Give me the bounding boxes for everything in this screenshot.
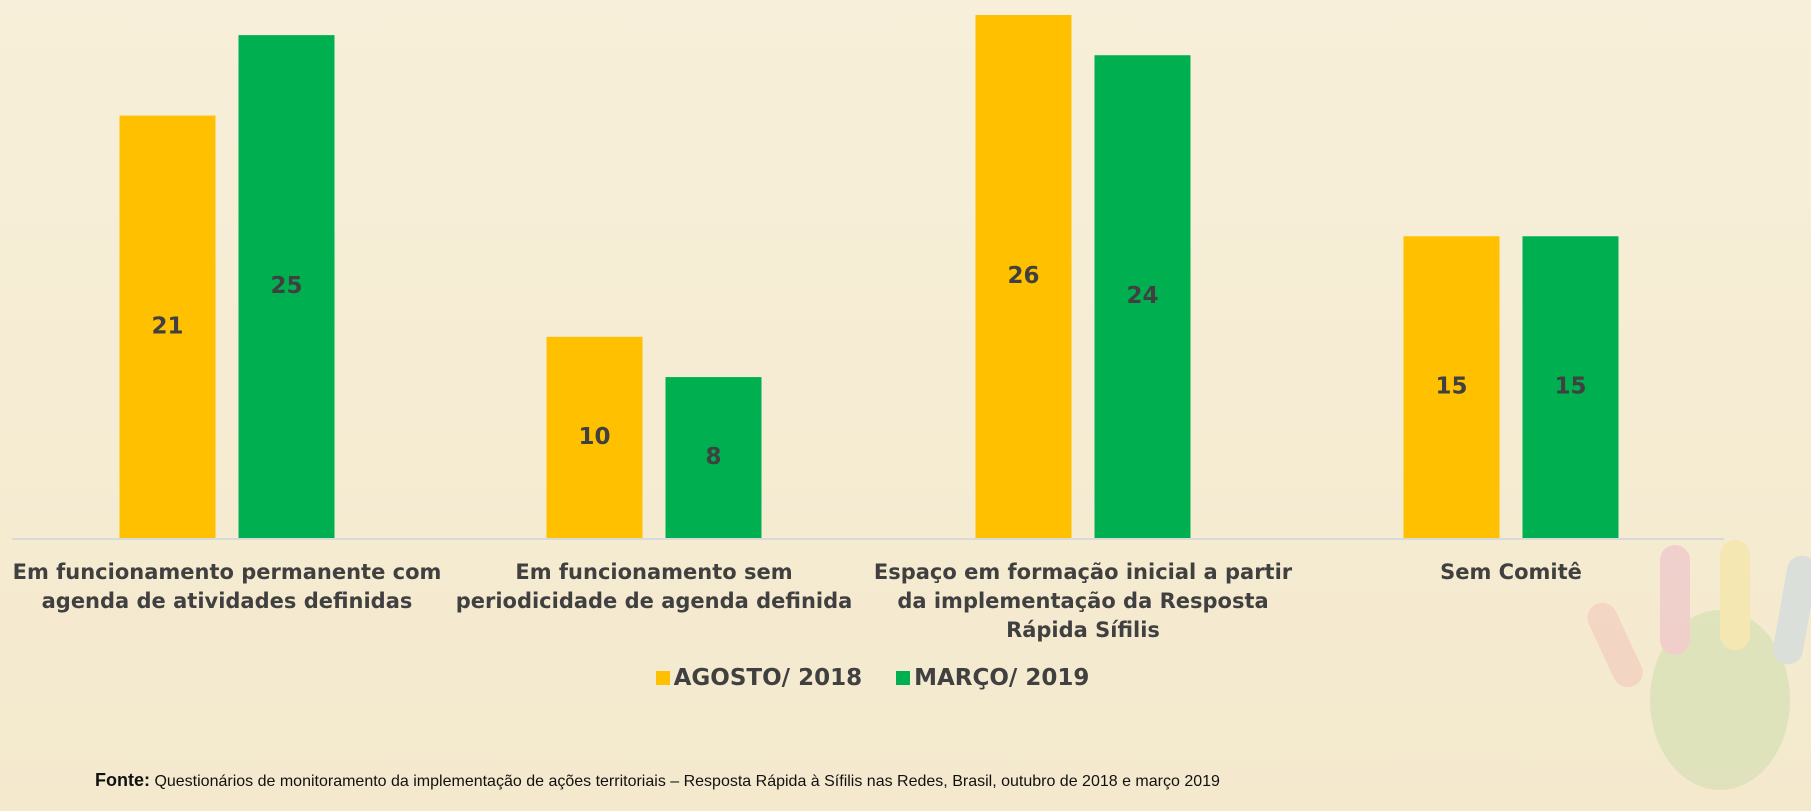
data-label: 25: [270, 273, 302, 299]
x-tick-label: Sem Comitê: [1440, 560, 1582, 584]
data-label: 26: [1007, 263, 1039, 289]
data-label: 8: [705, 444, 721, 470]
legend-label: MARÇO/ 2019: [914, 665, 1090, 691]
bar: [1522, 236, 1619, 538]
bar: [975, 15, 1072, 538]
source-note: Fonte: Questionários de monitoramento da…: [95, 770, 1220, 791]
legend-swatch: [655, 671, 670, 685]
x-tick-label: Em funcionamento sem periodicidade de ag…: [455, 560, 853, 613]
bar: [119, 115, 216, 539]
data-label: 21: [151, 313, 183, 339]
x-tick-label: Em funcionamento permanente com agenda d…: [12, 560, 442, 613]
bar: [1403, 236, 1500, 538]
source-text: Questionários de monitoramento da implem…: [154, 773, 1220, 790]
legend-item: MARÇO/ 2019: [896, 665, 1089, 691]
bar: [1094, 55, 1191, 538]
legend: AGOSTO/ 2018 MARÇO/ 2019: [0, 665, 1745, 691]
data-label: 24: [1126, 283, 1158, 309]
data-label: 15: [1554, 374, 1586, 400]
bar: [238, 35, 335, 538]
legend-label: AGOSTO/ 2018: [673, 665, 863, 691]
bar: [546, 336, 643, 538]
data-label: 10: [578, 424, 610, 450]
bar: [665, 377, 762, 538]
data-label: 15: [1435, 374, 1467, 400]
source-label: Fonte:: [95, 770, 150, 790]
legend-swatch: [896, 671, 911, 685]
hand-decoration: [1587, 540, 1811, 790]
x-tick-label: Espaço em formação inicial a partir da i…: [873, 560, 1293, 642]
legend-item: AGOSTO/ 2018: [655, 665, 863, 691]
